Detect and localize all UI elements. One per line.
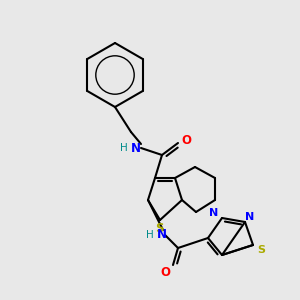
Text: N: N — [157, 229, 167, 242]
Text: S: S — [155, 223, 163, 236]
Text: S: S — [257, 245, 265, 255]
Text: N: N — [131, 142, 141, 154]
Text: H: H — [146, 230, 154, 240]
Text: N: N — [245, 212, 255, 222]
Text: H: H — [120, 143, 128, 153]
Text: O: O — [160, 266, 170, 280]
Text: N: N — [209, 208, 219, 218]
Text: O: O — [181, 134, 191, 148]
